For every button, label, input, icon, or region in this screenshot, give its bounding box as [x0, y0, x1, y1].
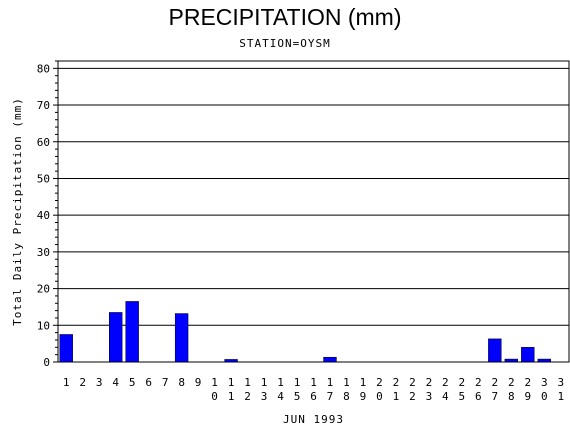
x-tick-label-7: 7 — [162, 376, 169, 389]
y-tick-label: 70 — [37, 99, 50, 112]
plot-frame — [57, 60, 570, 363]
x-tick-label-2: 2 — [79, 376, 86, 389]
gridlines — [58, 67, 569, 326]
x-tick-label-5: 5 — [129, 376, 136, 389]
y-tick-label: 0 — [43, 356, 50, 369]
x-axis-label: JUN 1993 — [283, 413, 344, 426]
x-tick-label-9: 9 — [195, 376, 202, 389]
y-tick-label: 30 — [37, 246, 50, 259]
bar-day-17 — [323, 356, 337, 363]
y-tick-label: 60 — [37, 136, 50, 149]
x-axis-ticks: 1 2 3 4 5 6 7 8 9 1 01 11 21 31 41 51 61 71 81 92 02 12 22 32 42… — [63, 376, 564, 403]
bar-day-27 — [488, 338, 502, 363]
bar-day-8 — [174, 313, 189, 363]
x-tick-label-4: 4 — [112, 376, 119, 389]
bar-day-29 — [521, 347, 535, 363]
y-axis-label: Total Daily Precipitation (mm) — [11, 97, 24, 326]
bars — [59, 301, 551, 363]
x-tick-label-1: 1 — [63, 376, 70, 389]
y-tick-label: 20 — [37, 283, 50, 296]
bar-day-1 — [59, 334, 73, 363]
y-tick-label: 10 — [37, 319, 50, 332]
bar-day-4 — [109, 312, 123, 363]
y-tick-label: 50 — [37, 172, 50, 185]
chart-subtitle: STATION=OYSM — [239, 37, 331, 50]
x-tick-label-3: 3 — [96, 376, 103, 389]
bar-day-5 — [125, 301, 139, 363]
y-tick-label: 80 — [37, 62, 50, 75]
y-axis-ticks: 0 10 20 30 40 50 60 70 80 — [37, 60, 58, 369]
x-tick-label-6: 6 — [145, 376, 152, 389]
y-tick-label: 40 — [37, 209, 50, 222]
chart-title: PRECIPITATION (mm) — [168, 4, 402, 30]
x-tick-label-8: 8 — [178, 376, 185, 389]
